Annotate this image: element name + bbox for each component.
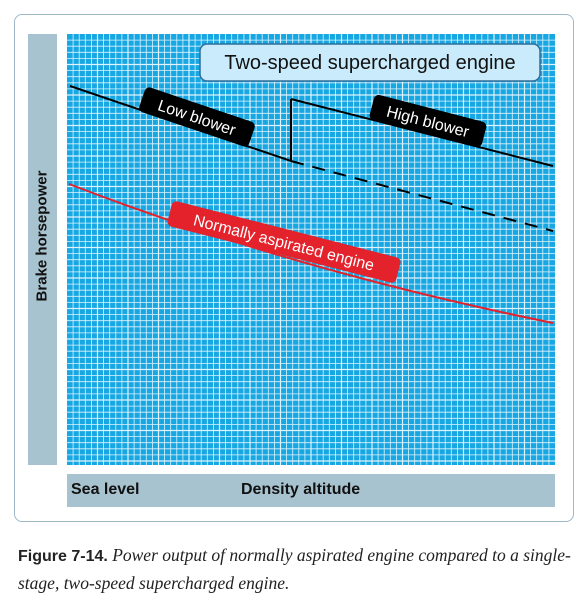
title-box (199, 43, 541, 82)
title-box-text: Two-speed supercharged engine (224, 52, 515, 74)
figure-caption: Figure 7-14. Power output of normally as… (18, 542, 586, 597)
normally-aspirated-curve (68, 183, 554, 324)
figure-number: Figure 7-14. (18, 548, 108, 565)
x-axis-label-bar (67, 474, 555, 507)
y-axis-label-bar (28, 34, 57, 465)
low-blower-extension-dashed (290, 160, 554, 232)
x-axis-label: Density altitude (241, 481, 361, 498)
caption-text: Power output of normally aspirated engin… (18, 545, 571, 593)
x-axis-sea-level-label: Sea level (71, 481, 140, 498)
grid-lines (67, 34, 555, 465)
